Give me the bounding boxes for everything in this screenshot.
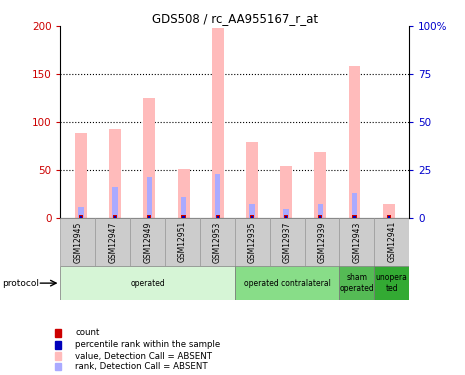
Text: GSM12937: GSM12937 bbox=[283, 221, 292, 262]
Bar bbox=[55, 352, 61, 360]
Bar bbox=[249, 204, 255, 218]
Bar bbox=[60, 217, 95, 266]
Text: GSM12935: GSM12935 bbox=[248, 221, 257, 262]
Bar bbox=[284, 214, 288, 217]
Bar bbox=[181, 214, 186, 217]
Bar bbox=[217, 216, 219, 217]
Bar bbox=[109, 129, 121, 217]
Bar bbox=[165, 217, 200, 266]
Text: GSM12943: GSM12943 bbox=[352, 221, 361, 262]
Bar bbox=[78, 207, 84, 218]
Text: unopera
ted: unopera ted bbox=[376, 273, 408, 293]
Bar bbox=[130, 217, 165, 266]
Text: percentile rank within the sample: percentile rank within the sample bbox=[75, 340, 220, 350]
Bar bbox=[182, 216, 185, 217]
Text: GSM12945: GSM12945 bbox=[73, 221, 82, 262]
Text: protocol: protocol bbox=[2, 279, 40, 288]
Text: value, Detection Call = ABSENT: value, Detection Call = ABSENT bbox=[75, 352, 212, 361]
Bar bbox=[314, 152, 326, 217]
Text: operated: operated bbox=[130, 279, 165, 288]
Bar bbox=[181, 197, 186, 217]
Bar bbox=[339, 217, 374, 266]
Bar bbox=[348, 66, 360, 218]
Bar bbox=[113, 214, 117, 217]
Bar bbox=[75, 134, 87, 218]
Bar bbox=[148, 216, 150, 217]
Bar bbox=[200, 217, 235, 266]
Bar bbox=[178, 169, 190, 217]
Bar bbox=[147, 214, 152, 217]
Bar bbox=[383, 204, 395, 218]
Text: GSM12949: GSM12949 bbox=[143, 221, 152, 262]
Bar bbox=[318, 204, 323, 218]
Text: count: count bbox=[75, 328, 100, 338]
Bar bbox=[55, 329, 61, 337]
Text: GSM12939: GSM12939 bbox=[318, 221, 326, 262]
Text: operated contralateral: operated contralateral bbox=[244, 279, 331, 288]
Text: GSM12953: GSM12953 bbox=[213, 221, 222, 262]
Bar bbox=[55, 341, 61, 349]
Bar bbox=[215, 174, 220, 217]
Bar bbox=[60, 266, 235, 300]
Bar bbox=[79, 214, 83, 217]
Bar bbox=[374, 266, 409, 300]
Bar bbox=[216, 214, 220, 217]
Bar bbox=[246, 142, 258, 218]
Text: GSM12947: GSM12947 bbox=[108, 221, 117, 262]
Bar bbox=[251, 216, 253, 217]
Text: GSM12941: GSM12941 bbox=[387, 221, 396, 262]
Text: GSM12951: GSM12951 bbox=[178, 221, 187, 262]
Bar bbox=[305, 217, 339, 266]
Bar bbox=[80, 216, 82, 217]
Bar bbox=[318, 214, 322, 217]
Bar bbox=[146, 177, 152, 218]
Bar bbox=[388, 216, 390, 217]
Bar bbox=[250, 214, 254, 217]
Bar bbox=[114, 216, 116, 217]
Bar bbox=[285, 216, 287, 217]
Bar bbox=[353, 216, 356, 217]
Bar bbox=[339, 266, 374, 300]
Bar bbox=[352, 193, 357, 217]
Text: sham
operated: sham operated bbox=[339, 273, 374, 293]
Bar bbox=[235, 266, 339, 300]
Bar bbox=[386, 214, 391, 217]
Bar bbox=[143, 98, 155, 218]
Bar bbox=[319, 216, 321, 217]
Bar bbox=[284, 209, 289, 218]
Text: rank, Detection Call = ABSENT: rank, Detection Call = ABSENT bbox=[75, 362, 208, 371]
Bar bbox=[212, 28, 224, 218]
Bar bbox=[95, 217, 130, 266]
Bar bbox=[280, 166, 292, 218]
Bar bbox=[270, 217, 305, 266]
Bar bbox=[374, 217, 409, 266]
Bar bbox=[113, 187, 118, 218]
Title: GDS508 / rc_AA955167_r_at: GDS508 / rc_AA955167_r_at bbox=[152, 12, 318, 25]
Bar bbox=[352, 214, 357, 217]
Bar bbox=[55, 363, 61, 370]
Bar bbox=[235, 217, 270, 266]
